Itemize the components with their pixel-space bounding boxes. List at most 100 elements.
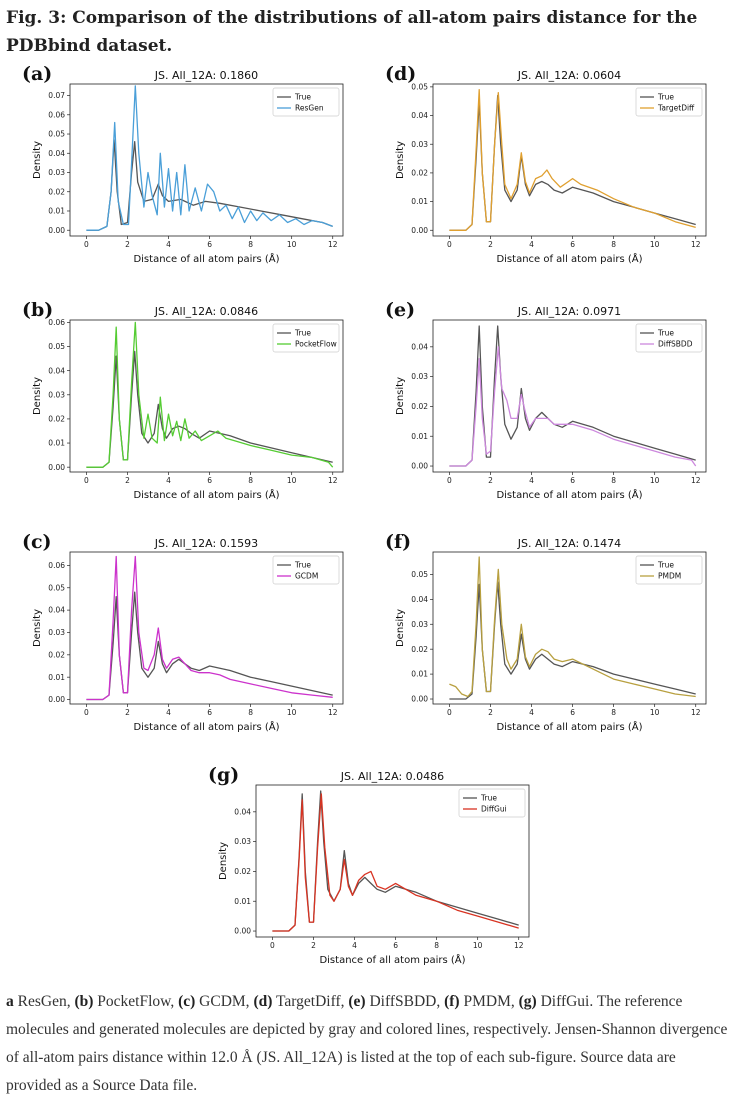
- y-tick-label: 0.04: [48, 149, 65, 158]
- chart-panel-c: (c) JS. All_12A: 0.1593 0 2 4 6 8 10 12 0.00 0.01 0…: [22, 534, 344, 733]
- legend-label: PocketFlow: [295, 340, 337, 349]
- panel-f: (f) JS. All_12A: 0.1474 0 2 4 6 8 10 12 0.00 0.01 0…: [381, 534, 726, 744]
- series-line-gcdm: [86, 555, 333, 701]
- x-tick-label: 0: [84, 708, 89, 717]
- chart-title: JS. All_12A: 0.1860: [154, 69, 258, 82]
- x-tick-label: 10: [287, 240, 297, 249]
- caption-text-g: DiffGui. The reference molecules and gen…: [6, 993, 728, 1094]
- series-line-true: [86, 139, 333, 231]
- y-axis-label: Density: [32, 609, 43, 647]
- y-axis-label: Density: [32, 377, 43, 415]
- y-tick-label: 0.03: [48, 628, 65, 637]
- x-axis-label: Distance of all atom pairs (Å): [496, 252, 642, 265]
- panel-label-e: (e): [385, 302, 415, 321]
- y-tick-label: 0.07: [48, 91, 65, 100]
- chart-panel-f: (f) JS. All_12A: 0.1474 0 2 4 6 8 10 12 0.00 0.01 0…: [385, 534, 707, 733]
- x-axis-label: Distance of all atom pairs (Å): [133, 720, 279, 733]
- legend-box: [635, 87, 703, 117]
- caption-key-f: (f): [444, 993, 460, 1010]
- plot-area: [449, 556, 696, 700]
- y-tick-label: 0.01: [48, 439, 65, 448]
- caption-text-e: DiffSBDD,: [365, 993, 445, 1010]
- caption-key-a: a: [6, 993, 14, 1010]
- legend: True ResGen: [272, 87, 340, 117]
- plot-area: [272, 790, 519, 932]
- chart-title: JS. All_12A: 0.0846: [154, 305, 258, 318]
- x-tick-label: 0: [270, 941, 275, 950]
- x-tick-label: 12: [691, 708, 701, 717]
- y-tick-label: 0.05: [48, 583, 65, 592]
- x-tick-label: 8: [248, 708, 253, 717]
- legend: True PMDM: [635, 555, 703, 585]
- legend-label: True: [657, 561, 674, 570]
- y-tick-label: 0.04: [234, 807, 251, 816]
- caption-key-e: (e): [348, 993, 366, 1010]
- legend-box: [272, 87, 340, 117]
- x-tick-label: 12: [328, 476, 338, 485]
- figure-title: Fig. 3: Comparison of the distributions …: [6, 8, 698, 56]
- x-tick-label: 6: [570, 708, 575, 717]
- x-tick-label: 10: [287, 708, 297, 717]
- x-tick-label: 10: [473, 941, 483, 950]
- x-tick-label: 10: [650, 240, 660, 249]
- axes-frame: [69, 551, 344, 705]
- y-tick-label: 0.02: [411, 169, 428, 178]
- y-tick-label: 0.01: [411, 197, 428, 206]
- y-tick-label: 0.01: [411, 432, 428, 441]
- chart-panel-e: (e) JS. All_12A: 0.0971 0 2 4 6 8 10 12 0.00 0.01 0…: [385, 302, 707, 501]
- plot-area: [86, 85, 333, 231]
- y-tick-label: 0.03: [48, 390, 65, 399]
- y-tick-label: 0.03: [234, 837, 251, 846]
- x-tick-label: 8: [434, 941, 439, 950]
- legend-label: DiffSBDD: [658, 340, 693, 349]
- y-tick-label: 0.06: [48, 110, 65, 119]
- legend-box: [272, 323, 340, 353]
- y-tick-label: 0.05: [411, 570, 428, 579]
- axes-frame: [69, 319, 344, 473]
- legend: True PocketFlow: [272, 323, 340, 353]
- x-tick-label: 8: [248, 240, 253, 249]
- x-tick-label: 4: [166, 240, 171, 249]
- y-tick-label: 0.00: [234, 927, 251, 936]
- series-line-pmdm: [449, 556, 696, 698]
- legend-label: True: [294, 561, 311, 570]
- axes-frame: [432, 83, 707, 237]
- caption-key-d: (d): [253, 993, 273, 1010]
- panel-label-g: (g): [208, 767, 239, 786]
- y-axis-label: Density: [32, 141, 43, 179]
- y-tick-label: 0.00: [411, 462, 428, 471]
- y-axis-label: Density: [395, 377, 406, 415]
- legend-box: [272, 555, 340, 585]
- caption-key-g: (g): [518, 993, 537, 1010]
- x-tick-label: 6: [207, 708, 212, 717]
- y-tick-label: 0.06: [48, 318, 65, 327]
- y-axis-label: Density: [395, 609, 406, 647]
- legend-label: True: [657, 329, 674, 338]
- y-tick-label: 0.04: [48, 366, 65, 375]
- x-tick-label: 6: [207, 476, 212, 485]
- panel-e: (e) JS. All_12A: 0.0971 0 2 4 6 8 10 12 0.00 0.01 0…: [381, 302, 726, 512]
- x-tick-label: 2: [125, 708, 130, 717]
- y-tick-label: 0.04: [411, 342, 428, 351]
- panel-label-b: (b): [22, 302, 53, 321]
- x-tick-label: 12: [514, 941, 524, 950]
- x-tick-label: 4: [352, 941, 357, 950]
- y-tick-label: 0.02: [48, 415, 65, 424]
- y-axis-label: Density: [218, 842, 229, 880]
- plot-area: [449, 325, 697, 467]
- legend: True DiffSBDD: [635, 323, 703, 353]
- y-tick-label: 0.00: [411, 695, 428, 704]
- series-line-true: [86, 350, 333, 468]
- chart-title: JS. All_12A: 0.0604: [517, 69, 621, 82]
- panel-d: (d) JS. All_12A: 0.0604 0 2 4 6 8 10 12 0.00 0.01 0…: [381, 66, 726, 276]
- x-tick-label: 2: [125, 240, 130, 249]
- series-line-true: [86, 591, 333, 701]
- y-tick-label: 0.00: [48, 463, 65, 472]
- legend-label: TargetDiff: [657, 104, 695, 113]
- panel-label-f: (f): [385, 534, 411, 553]
- axes-frame: [255, 784, 530, 938]
- y-tick-label: 0.03: [48, 168, 65, 177]
- legend-box: [458, 788, 526, 818]
- chart-panel-d: (d) JS. All_12A: 0.0604 0 2 4 6 8 10 12 0.00 0.01 0…: [385, 66, 707, 265]
- x-tick-label: 4: [166, 708, 171, 717]
